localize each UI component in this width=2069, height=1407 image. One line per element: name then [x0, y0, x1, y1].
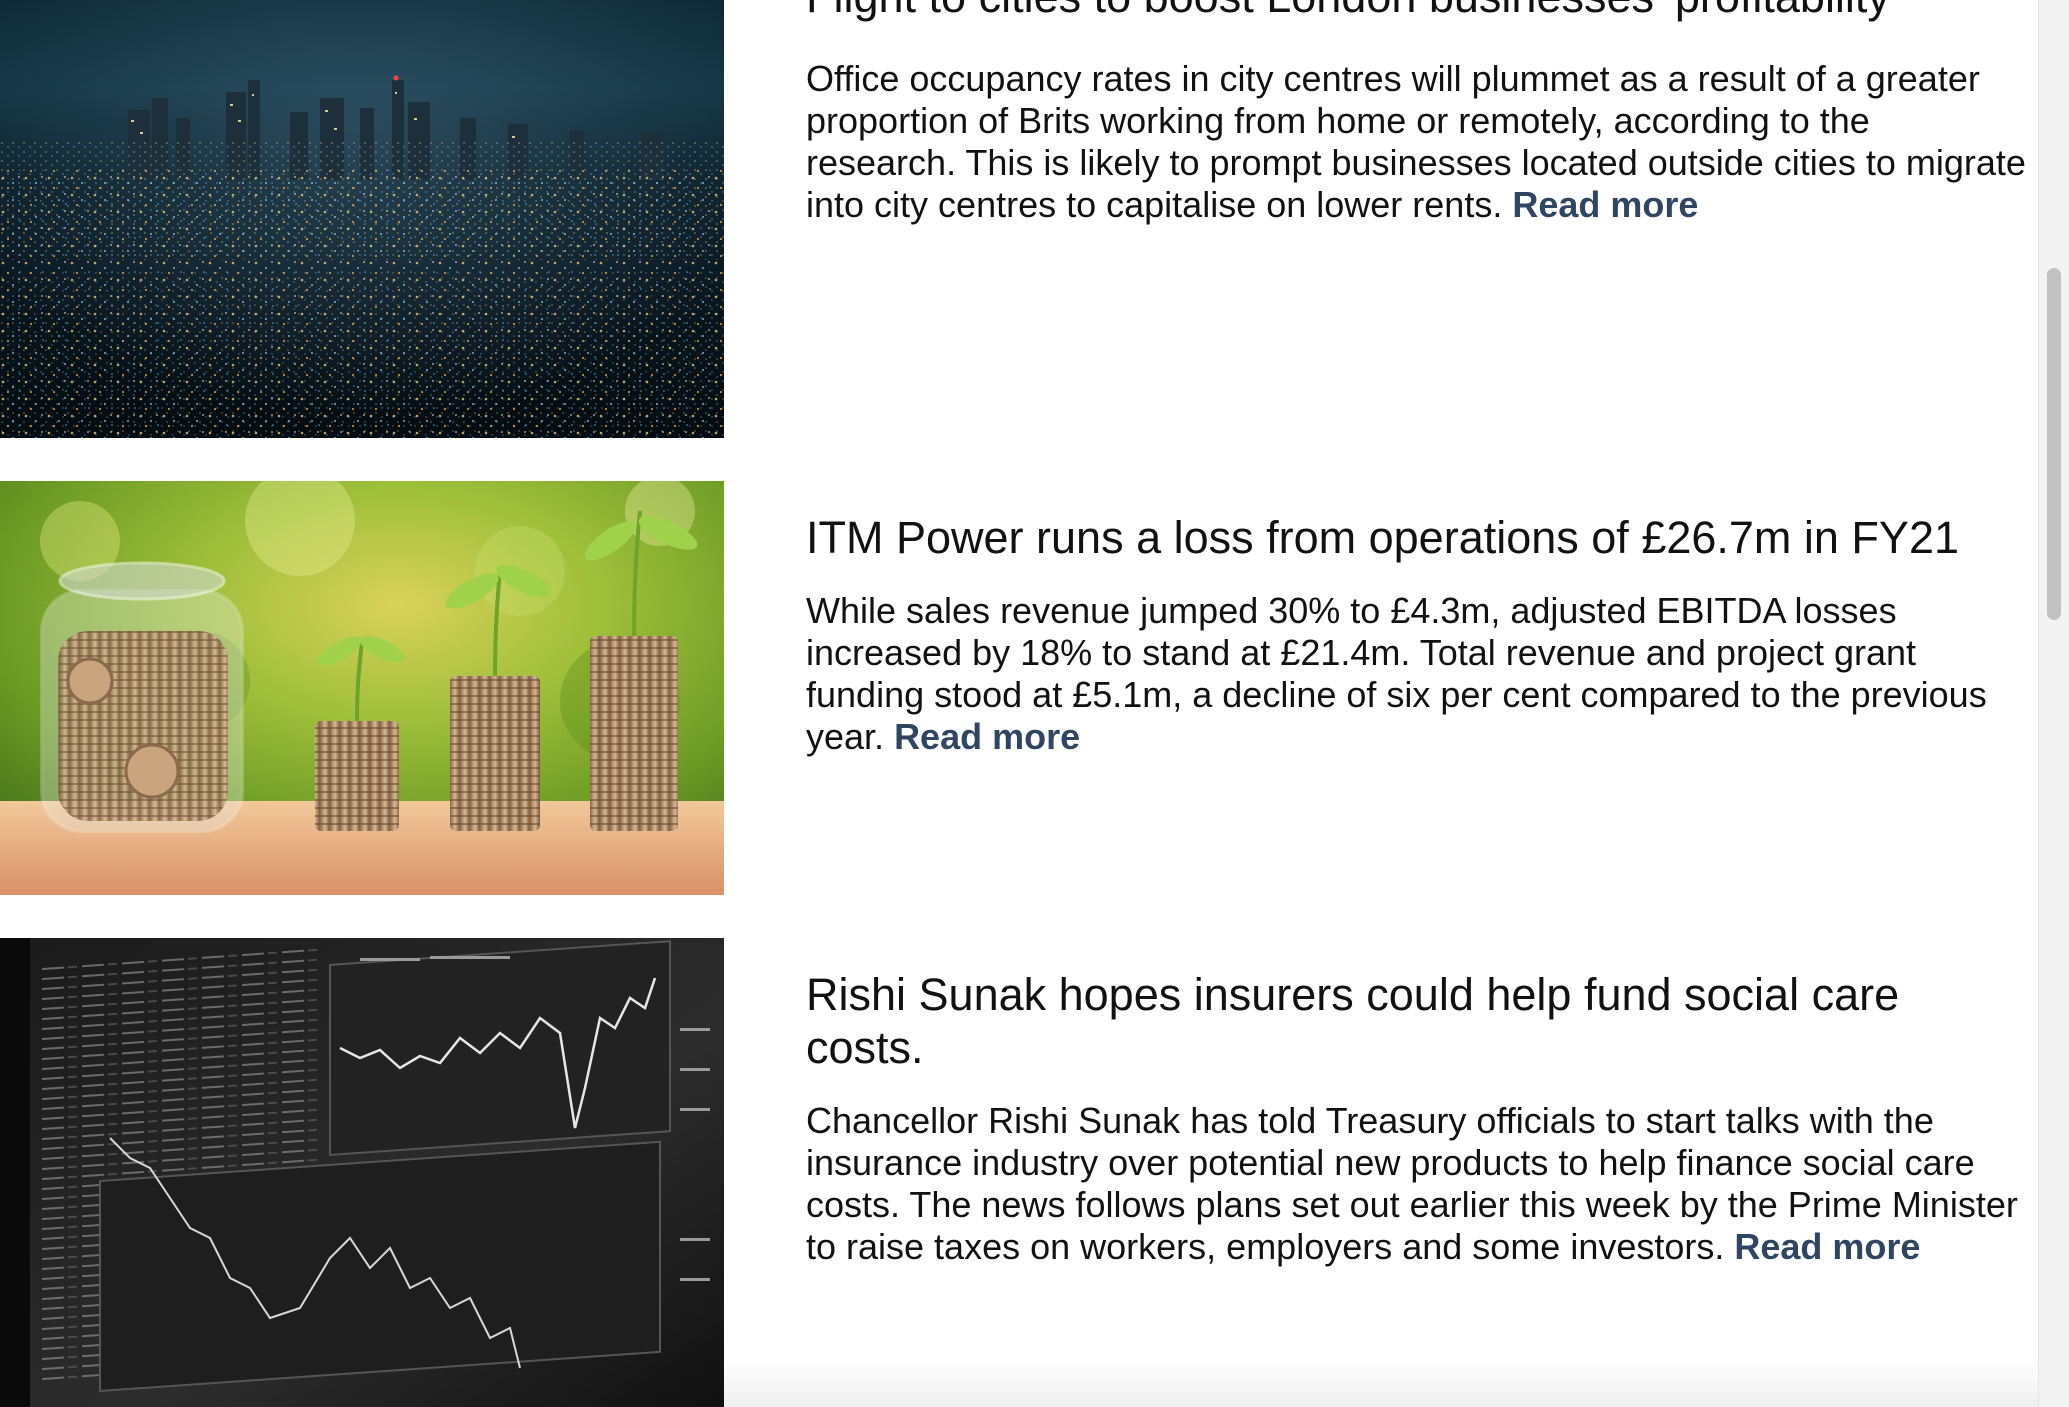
coins-jar-plants-image[interactable] [0, 481, 724, 895]
article-summary-text: While sales revenue jumped 30% to £4.3m,… [806, 590, 1987, 757]
article-text: ITM Power runs a loss from operations of… [806, 511, 2026, 758]
article-summary: Chancellor Rishi Sunak has told Treasury… [806, 1100, 2026, 1268]
article-headline[interactable]: Rishi Sunak hopes insurers could help fu… [806, 969, 1900, 1073]
stock-market-monitor-image[interactable] [0, 938, 724, 1407]
article-summary: Office occupancy rates in city centres w… [806, 58, 2026, 226]
article-card: Rishi Sunak hopes insurers could help fu… [0, 938, 2030, 1407]
scroll-fade [724, 1359, 2039, 1407]
read-more-link[interactable]: Read more [1512, 184, 1699, 225]
article-card: Flight to cities to boost London busines… [0, 0, 2030, 438]
scrollbar-thumb[interactable] [2047, 268, 2061, 620]
article-summary-text: Chancellor Rishi Sunak has told Treasury… [806, 1100, 2018, 1267]
read-more-link[interactable]: Read more [1734, 1226, 1921, 1267]
article-card: ITM Power runs a loss from operations of… [0, 481, 2030, 895]
article-headline[interactable]: Flight to cities to boost London busines… [806, 0, 2026, 23]
article-headline[interactable]: ITM Power runs a loss from operations of… [806, 512, 1959, 563]
article-summary-text: Office occupancy rates in city centres w… [806, 58, 2026, 225]
article-text: Flight to cities to boost London busines… [806, 0, 2026, 226]
read-more-link[interactable]: Read more [894, 716, 1081, 757]
article-summary: While sales revenue jumped 30% to £4.3m,… [806, 590, 2026, 758]
vertical-scrollbar[interactable] [2038, 0, 2069, 1407]
city-night-skyline-image[interactable] [0, 0, 724, 438]
article-text: Rishi Sunak hopes insurers could help fu… [806, 968, 2026, 1268]
